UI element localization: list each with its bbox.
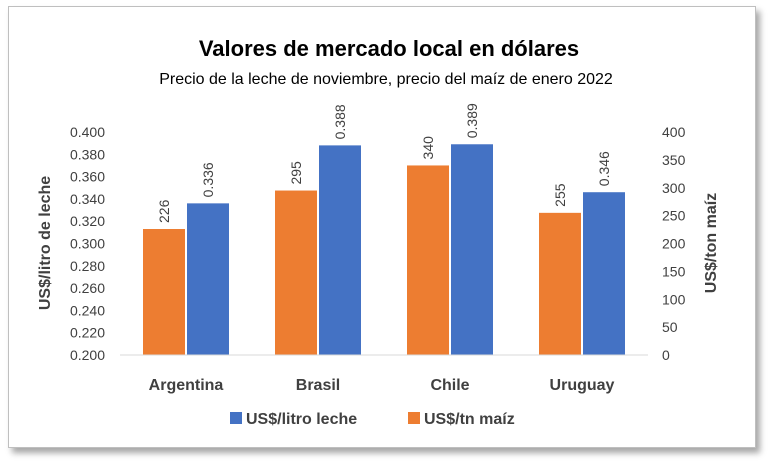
right-tick-label-2: 100 xyxy=(662,291,686,307)
bar-maiz-chile xyxy=(407,165,449,355)
left-tick-label-0: 0.200 xyxy=(70,347,105,363)
bar-leche-argentina xyxy=(187,203,229,355)
bar-maiz-brasil xyxy=(275,190,317,355)
left-tick-label-9: 0.380 xyxy=(70,146,105,162)
data-label-maiz-argentina: 226 xyxy=(156,199,172,223)
right-tick-label-5: 250 xyxy=(662,208,686,224)
left-tick-label-3: 0.260 xyxy=(70,280,105,296)
data-label-maiz-chile: 340 xyxy=(420,136,436,160)
legend-label-maiz: US$/tn maíz xyxy=(424,411,515,428)
left-tick-label-1: 0.220 xyxy=(70,325,105,341)
left-tick-label-10: 0.400 xyxy=(70,124,105,140)
category-label-argentina: Argentina xyxy=(149,377,224,394)
right-tick-label-3: 150 xyxy=(662,263,686,279)
chart-frame xyxy=(8,6,756,448)
legend-swatch-leche xyxy=(230,412,242,424)
right-tick-label-6: 300 xyxy=(662,180,686,196)
right-tick-label-0: 0 xyxy=(662,347,670,363)
data-label-leche-brasil: 0.388 xyxy=(332,104,348,139)
right-tick-label-7: 350 xyxy=(662,152,686,168)
right-tick-label-4: 200 xyxy=(662,236,686,252)
chart-title: Valores de mercado local en dólares xyxy=(199,36,579,61)
bar-leche-chile xyxy=(451,144,493,355)
data-label-maiz-uruguay: 255 xyxy=(552,183,568,207)
left-tick-label-8: 0.360 xyxy=(70,169,105,185)
legend: US$/litro leche US$/tn maíz xyxy=(230,411,515,428)
bar-maiz-argentina xyxy=(143,229,185,355)
data-label-leche-chile: 0.389 xyxy=(464,103,480,138)
left-axis-label: US$/litro de leche xyxy=(37,176,54,310)
data-label-leche-argentina: 0.336 xyxy=(200,162,216,197)
right-tick-label-1: 50 xyxy=(662,319,678,335)
left-tick-label-4: 0.280 xyxy=(70,258,105,274)
left-tick-label-7: 0.340 xyxy=(70,191,105,207)
chart-subtitle: Precio de la leche de noviembre, precio … xyxy=(159,71,613,88)
bar-maiz-uruguay xyxy=(539,212,581,355)
data-label-leche-uruguay: 0.346 xyxy=(596,151,612,186)
bar-leche-brasil xyxy=(319,145,361,355)
left-tick-label-5: 0.300 xyxy=(70,236,105,252)
category-label-brasil: Brasil xyxy=(296,377,340,394)
right-axis-label: US$/ton maíz xyxy=(703,193,720,293)
left-tick-label-6: 0.320 xyxy=(70,213,105,229)
left-tick-label-2: 0.240 xyxy=(70,302,105,318)
bar-leche-uruguay xyxy=(583,192,625,355)
category-label-chile: Chile xyxy=(430,377,469,394)
right-tick-label-8: 400 xyxy=(662,124,686,140)
category-label-uruguay: Uruguay xyxy=(550,377,615,394)
legend-swatch-maiz xyxy=(408,412,420,424)
data-label-maiz-brasil: 295 xyxy=(288,161,304,185)
legend-label-leche: US$/litro leche xyxy=(246,411,357,428)
